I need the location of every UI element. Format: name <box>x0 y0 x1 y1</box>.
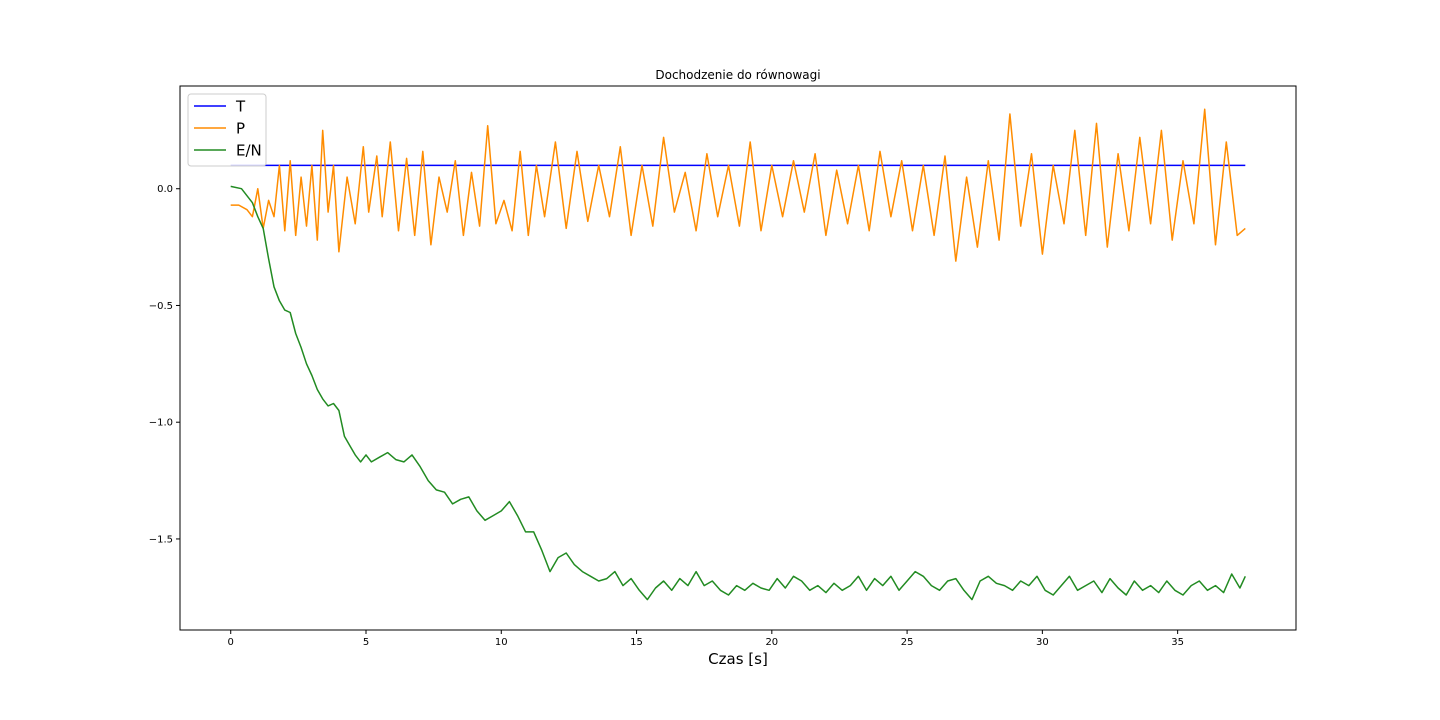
x-tick-label: 0 <box>228 637 234 648</box>
y-tick-label: −1.5 <box>149 534 173 545</box>
x-tick-label: 20 <box>765 637 778 648</box>
legend: TP E/N <box>187 93 267 167</box>
legend-items: TP E/N <box>194 98 262 160</box>
x-tick-label: 10 <box>495 637 508 648</box>
x-tick-label: 15 <box>630 637 643 648</box>
x-tick-label: 35 <box>1171 637 1184 648</box>
legend-label: T <box>235 98 246 116</box>
y-tick-label: 0.0 <box>157 184 173 195</box>
series-line-p <box>230 108 1246 262</box>
y-axis-ticks: 0.0 −0.5 −1.0 −1.5 <box>149 184 180 545</box>
plot-area <box>179 85 1297 631</box>
x-axis-label: Czas [s] <box>708 650 768 668</box>
x-tick-label: 25 <box>901 637 914 648</box>
y-tick-label: −1.0 <box>149 418 173 429</box>
series-line-e-n <box>230 185 1246 601</box>
legend-label: E/N <box>236 142 262 160</box>
x-axis-ticks: 0 5 10 15 20 25 30 35 <box>228 630 1184 648</box>
axes-frame <box>179 85 1297 631</box>
x-tick-label: 5 <box>363 637 369 648</box>
legend-box <box>187 93 267 167</box>
chart-title: Dochodzenie do równowagi <box>655 68 820 82</box>
legend-label: P <box>236 120 245 138</box>
x-tick-label: 30 <box>1036 637 1049 648</box>
series-layer <box>230 108 1246 601</box>
y-tick-label: −0.5 <box>149 301 173 312</box>
